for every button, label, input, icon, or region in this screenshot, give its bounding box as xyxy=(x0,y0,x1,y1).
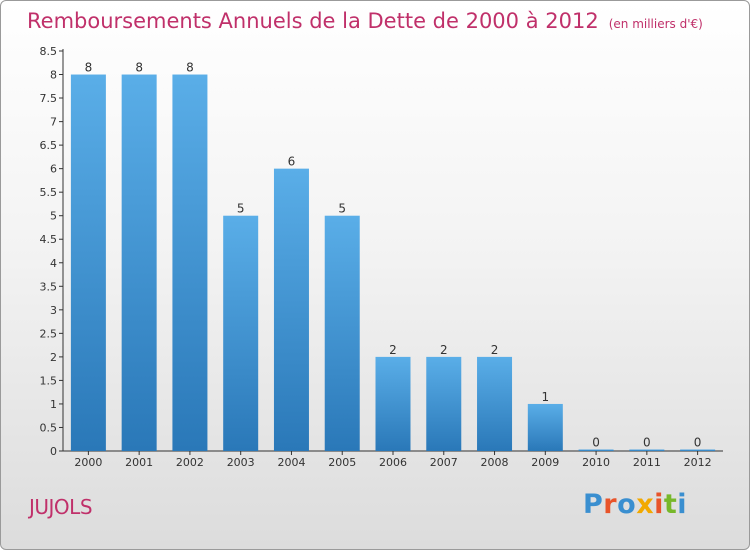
y-tick-label: 5 xyxy=(50,210,57,223)
y-tick-label: 1.5 xyxy=(40,374,58,387)
bar-value-label: 6 xyxy=(288,155,296,169)
bar xyxy=(527,403,563,451)
chart-title-text: Remboursements Annuels de la Dette de 20… xyxy=(27,9,599,33)
bars xyxy=(70,74,716,451)
data-labels: 8 8 8 5 6 5 2 2 2 1 0 0 0 xyxy=(85,61,702,450)
bar xyxy=(375,356,411,451)
bar-value-label: 5 xyxy=(338,202,346,216)
y-tick-label: 8.5 xyxy=(40,45,58,58)
bar xyxy=(273,168,309,451)
bar xyxy=(426,356,462,451)
bar-value-label: 0 xyxy=(694,436,702,450)
y-tick-label: 3 xyxy=(50,304,57,317)
y-tick-label: 7 xyxy=(50,116,57,129)
logo-letter: o xyxy=(617,489,637,520)
x-tick-label: 2000 xyxy=(74,456,102,469)
bar xyxy=(477,356,513,451)
bar xyxy=(629,449,665,451)
y-tick-label: 5.5 xyxy=(40,186,58,199)
bar xyxy=(172,74,208,451)
bar xyxy=(324,215,360,451)
proxiti-logo[interactable]: Proxiti xyxy=(583,489,687,520)
y-tick-label: 6 xyxy=(50,163,57,176)
y-tick-label: 7.5 xyxy=(40,92,58,105)
y-tick-label: 0 xyxy=(50,445,57,458)
chart-title: Remboursements Annuels de la Dette de 20… xyxy=(27,9,703,33)
y-tick-label: 3.5 xyxy=(40,280,58,293)
logo-letter: P xyxy=(583,489,604,520)
bar xyxy=(680,449,716,451)
bar-value-label: 2 xyxy=(491,343,499,357)
x-tick-label: 2003 xyxy=(227,456,255,469)
x-tick-label: 2012 xyxy=(684,456,712,469)
bar-value-label: 1 xyxy=(541,390,549,404)
bar xyxy=(578,449,614,451)
x-tick-label: 2008 xyxy=(481,456,509,469)
y-tick-label: 1 xyxy=(50,398,57,411)
bar-value-label: 8 xyxy=(135,61,143,75)
y-tick-label: 6.5 xyxy=(40,139,58,152)
bar-value-label: 0 xyxy=(643,436,651,450)
y-tick-label: 0.5 xyxy=(40,421,58,434)
bar xyxy=(121,74,157,451)
bar xyxy=(223,215,259,451)
x-tick-label: 2011 xyxy=(633,456,661,469)
bar-value-label: 5 xyxy=(237,202,245,216)
x-tick-label: 2009 xyxy=(531,456,559,469)
x-axis: 2000 2001 2002 2003 2004 2005 2006 2007 2008 2009… xyxy=(63,450,723,469)
x-tick-label: 2001 xyxy=(125,456,153,469)
x-tick-label: 2006 xyxy=(379,456,407,469)
x-tick-label: 2010 xyxy=(582,456,610,469)
bar-value-label: 0 xyxy=(592,436,600,450)
logo-letter: x xyxy=(636,489,655,520)
y-tick-label: 8 xyxy=(50,69,57,82)
y-tick-label: 2.5 xyxy=(40,327,58,340)
y-axis: 0 0.5 1 1.5 2 2.5 3 3.5 4 4.5 5 5.5 6 6.5 7 7.5 8 8.5 xyxy=(40,45,64,458)
x-tick-label: 2002 xyxy=(176,456,204,469)
bar-value-label: 8 xyxy=(85,61,93,75)
logo-letter: i xyxy=(677,489,688,520)
y-tick-label: 4 xyxy=(50,257,57,270)
y-tick-label: 2 xyxy=(50,351,57,364)
logo-letter: i xyxy=(654,489,664,520)
logo-letter: r xyxy=(603,489,618,520)
x-tick-label: 2007 xyxy=(430,456,458,469)
bar xyxy=(70,74,106,451)
bar-value-label: 2 xyxy=(389,343,397,357)
logo-letter: t xyxy=(663,489,678,520)
bar-value-label: 8 xyxy=(186,61,194,75)
x-tick-label: 2004 xyxy=(277,456,305,469)
y-tick-label: 4.5 xyxy=(40,233,58,246)
x-tick-label: 2005 xyxy=(328,456,356,469)
bar-value-label: 2 xyxy=(440,343,448,357)
commune-name: JUJOLS xyxy=(29,495,93,519)
chart-subtitle: (en milliers d'€) xyxy=(608,17,703,31)
